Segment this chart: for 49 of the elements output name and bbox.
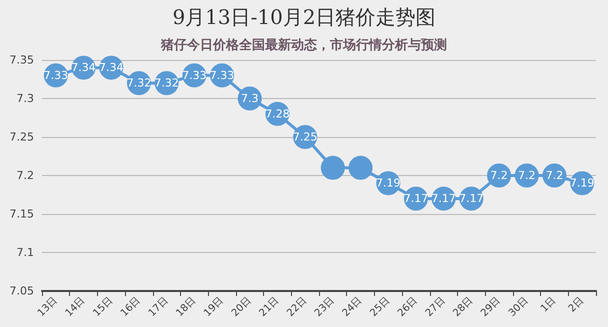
text: 猪仔今日价格全国最新动态，市场行情分析与预测 xyxy=(160,37,447,53)
x-tick-label: 20日 xyxy=(230,295,254,319)
point xyxy=(348,156,373,180)
data-label: 7.32 xyxy=(126,76,152,90)
x-tick-label: 26日 xyxy=(396,295,420,319)
x-tick-label: 23日 xyxy=(312,295,337,319)
data-label: 7.33 xyxy=(44,68,68,82)
point xyxy=(320,156,345,180)
x-tick-label: 16日 xyxy=(118,295,143,319)
data-label: 7.17 xyxy=(431,192,456,206)
data-label: 7.17 xyxy=(459,192,484,206)
data-label: 7.17 xyxy=(404,192,428,206)
x-tick-label: 13日 xyxy=(36,295,60,319)
y-tick-label: 7.35 xyxy=(10,54,34,66)
x-tick-label: 1日 xyxy=(538,295,558,314)
data-label: 7.34 xyxy=(71,61,96,74)
y-tick-label: 7.05 xyxy=(10,284,34,298)
x-tick-label: 17日 xyxy=(146,295,171,319)
x-tick-label: 21日 xyxy=(257,295,282,319)
y-tick-label: 7.25 xyxy=(10,130,34,144)
data-label: 7.2 xyxy=(546,169,564,182)
x-tick-label: 18日 xyxy=(174,295,198,319)
x-tick-label: 28日 xyxy=(451,295,476,319)
x-tick-label: 24日 xyxy=(340,295,364,319)
x-tick-label: 2日 xyxy=(566,295,586,314)
y-tick-label: 7.2 xyxy=(16,169,34,182)
x-tick-label: 30日 xyxy=(506,295,531,319)
x-tick-label: 19日 xyxy=(202,295,226,319)
data-label: 7.32 xyxy=(154,76,179,90)
x-tick-label: 29日 xyxy=(479,295,503,319)
y-tick-label: 7.1 xyxy=(16,246,34,259)
data-label: 7.19 xyxy=(376,176,400,190)
data-label: 7.28 xyxy=(265,107,290,120)
chart-title: 9月13日-10月2日猪价走势图 xyxy=(172,5,436,29)
data-label: 7.33 xyxy=(210,68,234,82)
y-tick-label: 7.15 xyxy=(10,208,34,220)
x-tick-label: 27日 xyxy=(424,295,448,319)
data-label: 7.33 xyxy=(182,68,207,82)
x-tick-label: 14日 xyxy=(64,295,88,319)
x-tick-label: 25日 xyxy=(368,295,392,319)
data-label: 7.2 xyxy=(490,169,508,182)
data-label: 7.25 xyxy=(292,130,318,144)
data-label: 7.34 xyxy=(99,61,124,74)
data-label: 7.2 xyxy=(518,169,536,182)
x-tick-label: 15日 xyxy=(91,295,116,319)
y-tick-label: 7.3 xyxy=(16,92,34,105)
x-tick-label: 22日 xyxy=(285,295,310,319)
data-label: 7.19 xyxy=(570,176,594,190)
data-label: 7.3 xyxy=(241,92,258,105)
